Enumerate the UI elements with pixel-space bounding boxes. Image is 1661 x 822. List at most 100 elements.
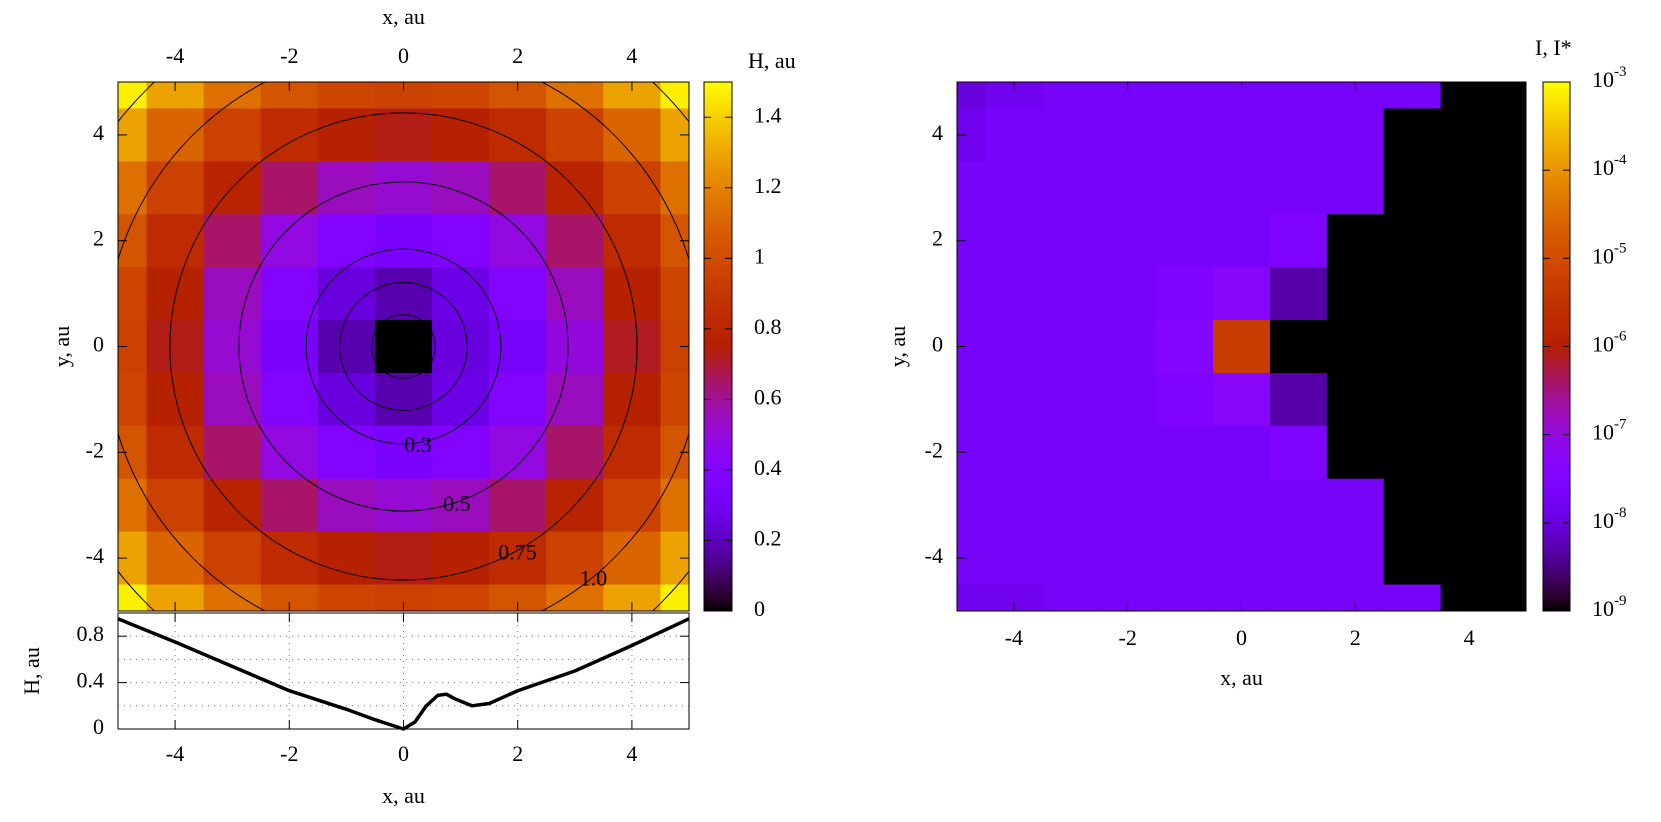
heatmap-cell: [1156, 425, 1214, 480]
heatmap-cell: [1099, 372, 1157, 427]
heatmap-cell: [118, 372, 148, 427]
heatmap-cell: [146, 372, 205, 427]
heatmap-cell: [489, 531, 547, 586]
y-axis-label: y, au: [885, 326, 910, 367]
heatmap-cell: [1042, 320, 1100, 374]
heatmap-cell: [1099, 478, 1157, 533]
heatmap-cell: [317, 267, 376, 321]
contour-line: [339, 282, 468, 411]
colorbar-tick-label: 10-9: [1592, 593, 1627, 621]
colorbar-tick-label: 0.4: [754, 455, 782, 480]
x-tick-label: -2: [280, 43, 298, 68]
heatmap-cell: [1099, 267, 1157, 321]
x-tick-label: -2: [280, 741, 298, 766]
heatmap-cell: [1383, 267, 1442, 321]
heatmap-cell: [203, 108, 262, 162]
colorbar-tick-label: 10-4: [1592, 153, 1627, 181]
heatmap-cell: [118, 267, 148, 321]
heatmap-cell: [1099, 214, 1157, 268]
heatmap-cell: [1440, 161, 1499, 215]
colorbar-tick-label: 1.4: [754, 102, 782, 127]
heatmap-cell: [118, 161, 148, 215]
x-tick-label: 2: [1350, 625, 1361, 650]
heatmap-cell: [260, 214, 319, 268]
heatmap-cell: [1497, 82, 1526, 110]
plot-frame: [117, 81, 690, 612]
x-tick-label: 0: [398, 741, 409, 766]
contour-line: [238, 181, 569, 512]
heatmap-cell: [1099, 320, 1157, 374]
heatmap-cell: [1213, 214, 1271, 268]
contour-label: 0.3: [404, 432, 432, 457]
heatmap-cell: [985, 320, 1043, 374]
heatmap-cell: [489, 161, 547, 215]
heatmap-cell: [1269, 82, 1328, 110]
heatmap-cell: [203, 372, 262, 427]
colorbar-tick-label: 10-5: [1592, 241, 1627, 269]
heatmap-cell: [203, 214, 262, 268]
heatmap-cell: [1156, 161, 1214, 215]
y-tick-label: 0: [93, 714, 104, 739]
heatmap-cell: [432, 267, 490, 321]
y-axis-label: y, au: [49, 326, 74, 367]
heatmap-cell: [203, 584, 262, 611]
x-axis-label: x, au: [382, 783, 425, 808]
colorbar-tick-label: 0: [754, 596, 765, 621]
heatmap-cell: [1440, 320, 1499, 374]
plot-frame: [956, 81, 1527, 612]
heatmap-cell: [1042, 161, 1100, 215]
heatmap-cell: [1099, 425, 1157, 480]
heatmap-cell: [1383, 425, 1442, 480]
heatmap-cell: [432, 478, 490, 533]
heatmap-cell: [660, 372, 689, 427]
heatmap-cell: [203, 531, 262, 586]
heatmap-cell: [203, 82, 262, 110]
heatmap-cell: [660, 161, 689, 215]
heatmap-cell: [1213, 425, 1271, 480]
heatmap-cell: [1042, 425, 1100, 480]
colorbar-tick-label: 0.2: [754, 526, 782, 551]
y-tick-label: 4: [93, 120, 104, 145]
heatmap-cell: [374, 108, 433, 162]
heatmap-cell: [489, 267, 547, 321]
heatmap-cell: [146, 478, 205, 533]
heatmap-cell: [489, 108, 547, 162]
heatmap-cell: [1042, 108, 1100, 162]
heatmap-cell: [1326, 320, 1385, 374]
heatmap-cell: [489, 372, 547, 427]
heatmap-cell: [1042, 478, 1100, 533]
contour-label: 0.75: [498, 539, 537, 564]
heatmap-cell: [1213, 108, 1271, 162]
heatmap-cell: [1497, 478, 1526, 533]
heatmap-cell: [1156, 531, 1214, 586]
heatmap-cell: [660, 267, 689, 321]
heatmap-cell: [985, 267, 1043, 321]
heatmap-cell: [1326, 267, 1385, 321]
contour-line: [371, 314, 436, 379]
heatmap-cell: [146, 531, 205, 586]
heatmap-cell: [957, 372, 987, 427]
heatmap-cell: [546, 214, 604, 268]
heatmap-cell: [1042, 372, 1100, 427]
heatmap-cell: [374, 161, 433, 215]
heatmap-cell: [260, 425, 319, 480]
heatmap-cell: [317, 478, 376, 533]
heatmap-cell: [489, 478, 547, 533]
contour-line: [169, 112, 638, 581]
heatmap-cell: [1383, 161, 1442, 215]
heatmap-cell: [489, 425, 547, 480]
heatmap-cell: [546, 320, 604, 374]
heatmap-cell: [317, 214, 376, 268]
heatmap-cell: [1326, 161, 1385, 215]
heatmap-cell: [374, 267, 433, 321]
heatmap-cell: [1269, 108, 1328, 162]
heatmap-cell: [260, 531, 319, 586]
heatmap-cell: [985, 161, 1043, 215]
heatmap-cell: [1383, 214, 1442, 268]
heatmap-cell: [603, 372, 662, 427]
heatmap-cell: [1326, 531, 1385, 586]
y-tick-label: 0.4: [77, 668, 105, 693]
heatmap-cell: [603, 214, 662, 268]
